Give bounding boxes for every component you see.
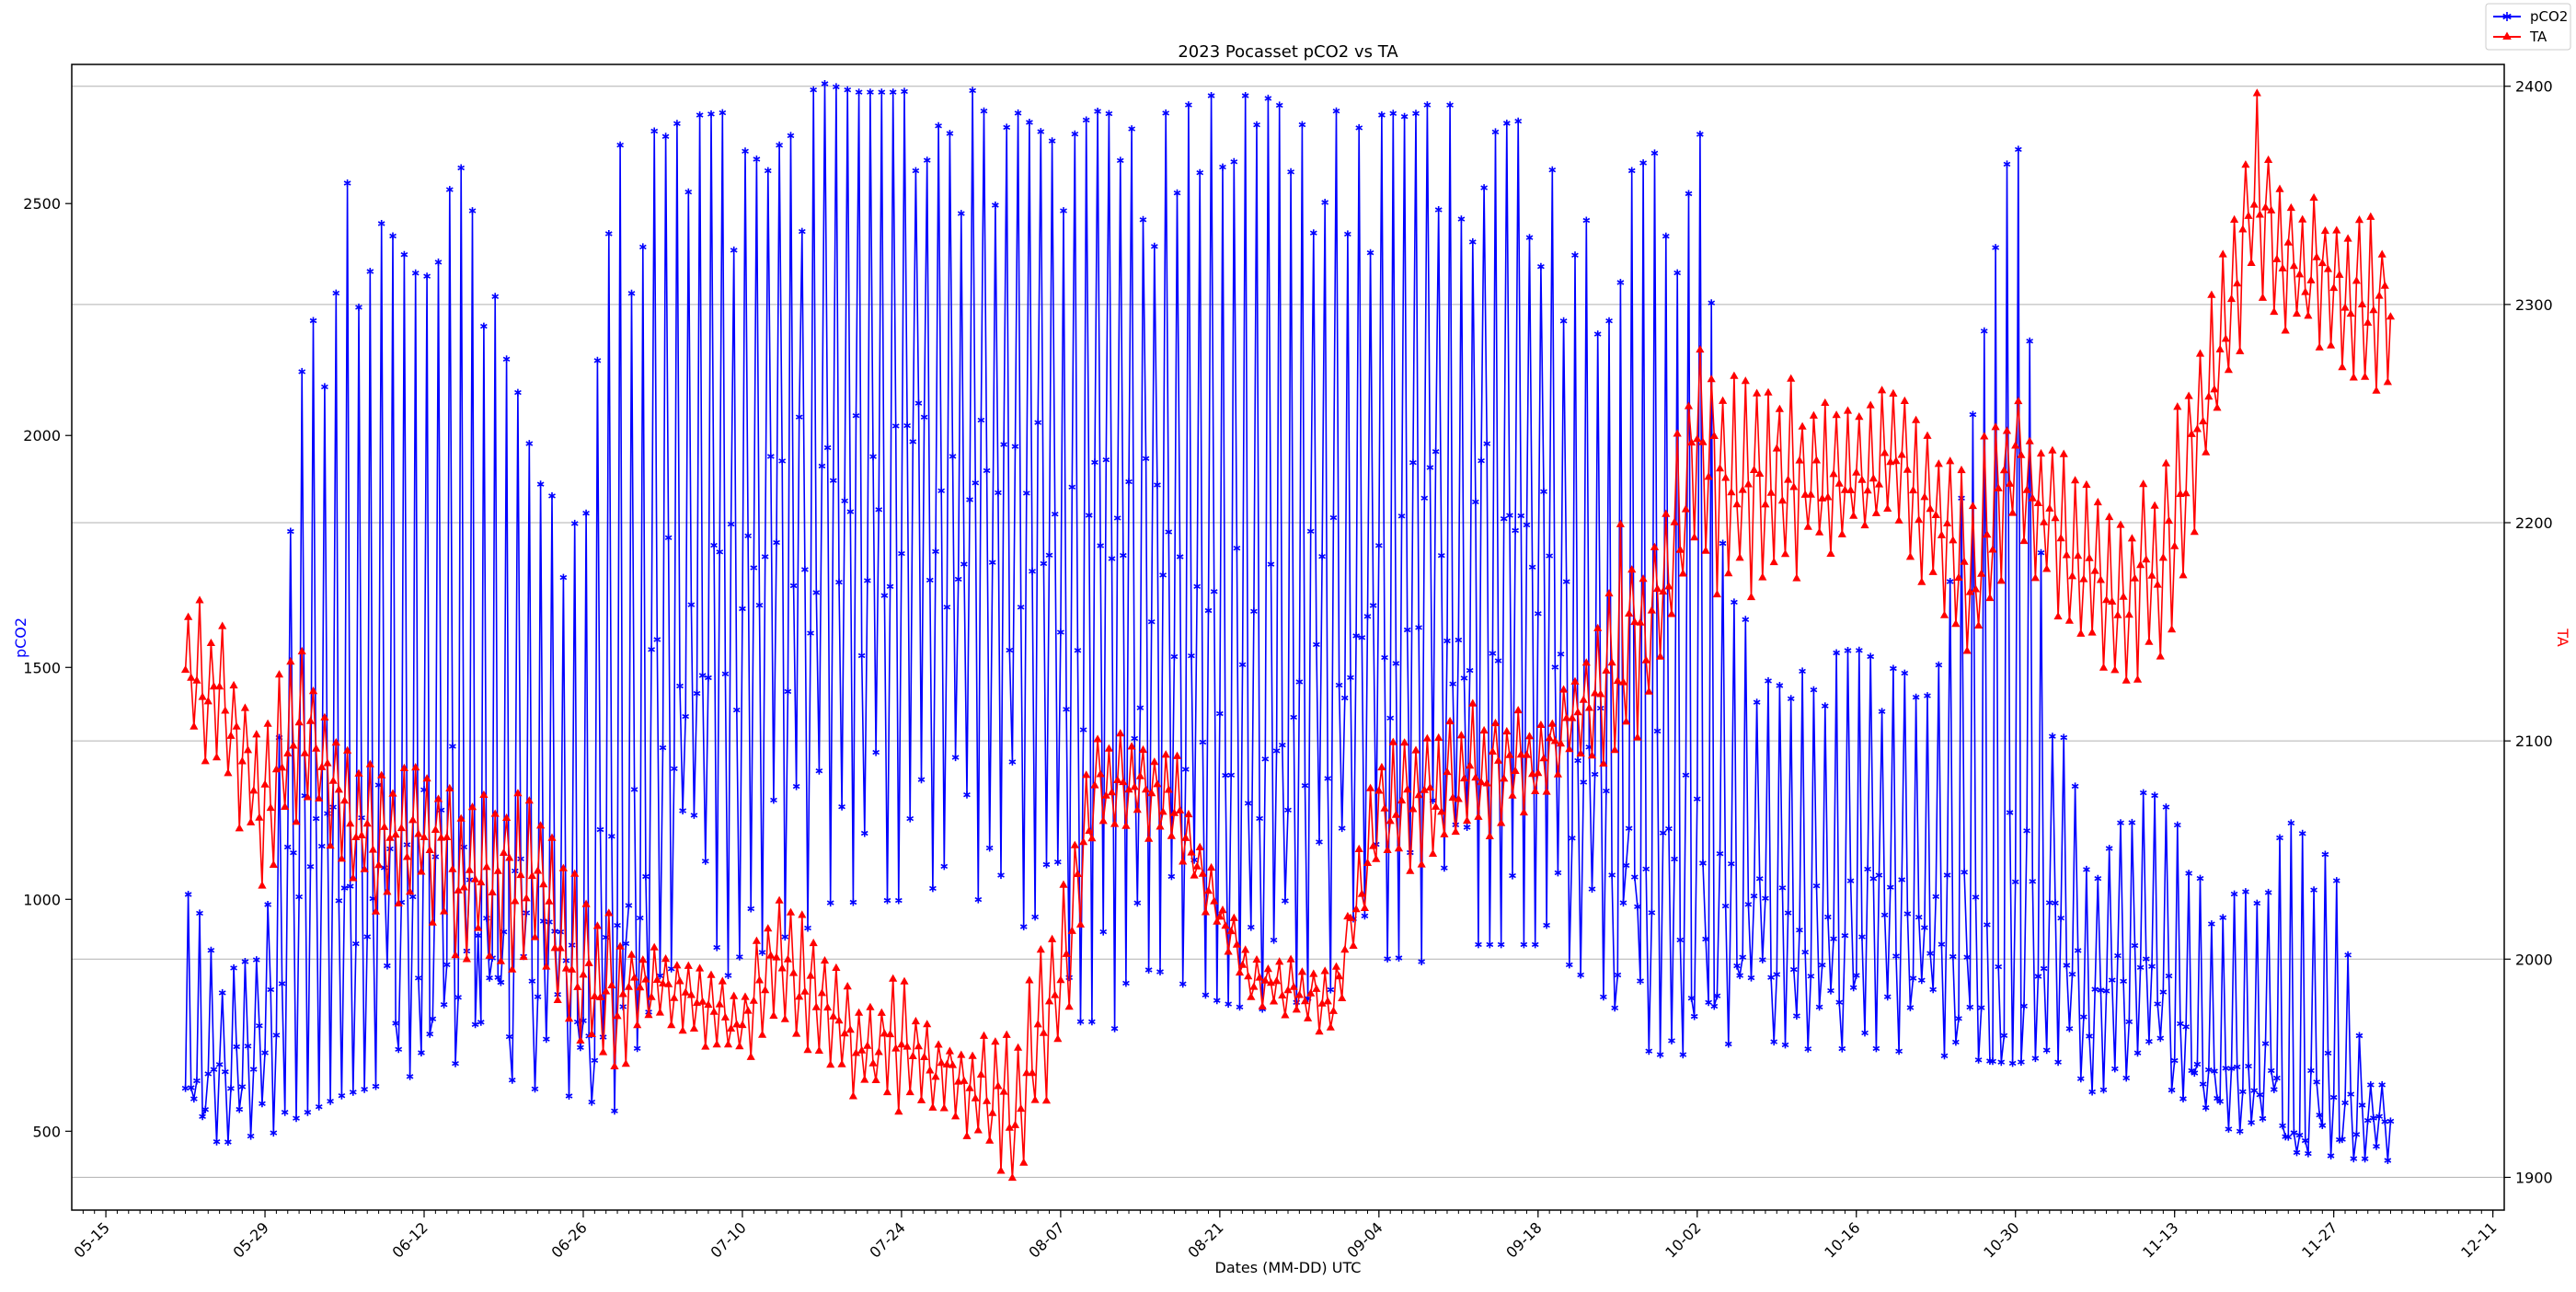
right-tick-label: 2100 (2515, 733, 2553, 750)
series-ta (180, 88, 2396, 1182)
right-axis-title: TA (2554, 628, 2571, 647)
left-axis-title: pCO2 (12, 617, 29, 658)
series-pco2 (181, 80, 2395, 1164)
series-markers-ta (180, 88, 2396, 1182)
legend: pCO2 TA (2485, 3, 2571, 51)
legend-entry-pco2: pCO2 (2493, 8, 2568, 25)
legend-entry-ta: TA (2493, 29, 2547, 45)
chart-title: 2023 Pocasset pCO2 vs TA (1178, 42, 1398, 62)
left-tick-label: 1500 (23, 659, 61, 676)
right-tick-label: 2300 (2515, 296, 2553, 314)
legend-label-ta: TA (2529, 29, 2547, 45)
right-tick-label: 2400 (2515, 78, 2553, 96)
left-tick-label: 1000 (23, 891, 61, 908)
left-tick-label: 2500 (23, 195, 61, 213)
left-tick-label: 2000 (23, 427, 61, 444)
series-markers-pco2 (181, 80, 2395, 1164)
series-layer (180, 80, 2396, 1182)
right-tick-label: 2000 (2515, 951, 2553, 968)
x-axis-title: Dates (MM-DD) UTC (1215, 1259, 1362, 1276)
left-tick-label: 500 (32, 1123, 61, 1140)
right-tick-label: 2200 (2515, 514, 2553, 532)
legend-label-pco2: pCO2 (2530, 8, 2568, 25)
right-tick-label: 1900 (2515, 1169, 2553, 1186)
legend-marker-ta (2502, 31, 2512, 40)
legend-marker-pco2 (2502, 12, 2512, 21)
